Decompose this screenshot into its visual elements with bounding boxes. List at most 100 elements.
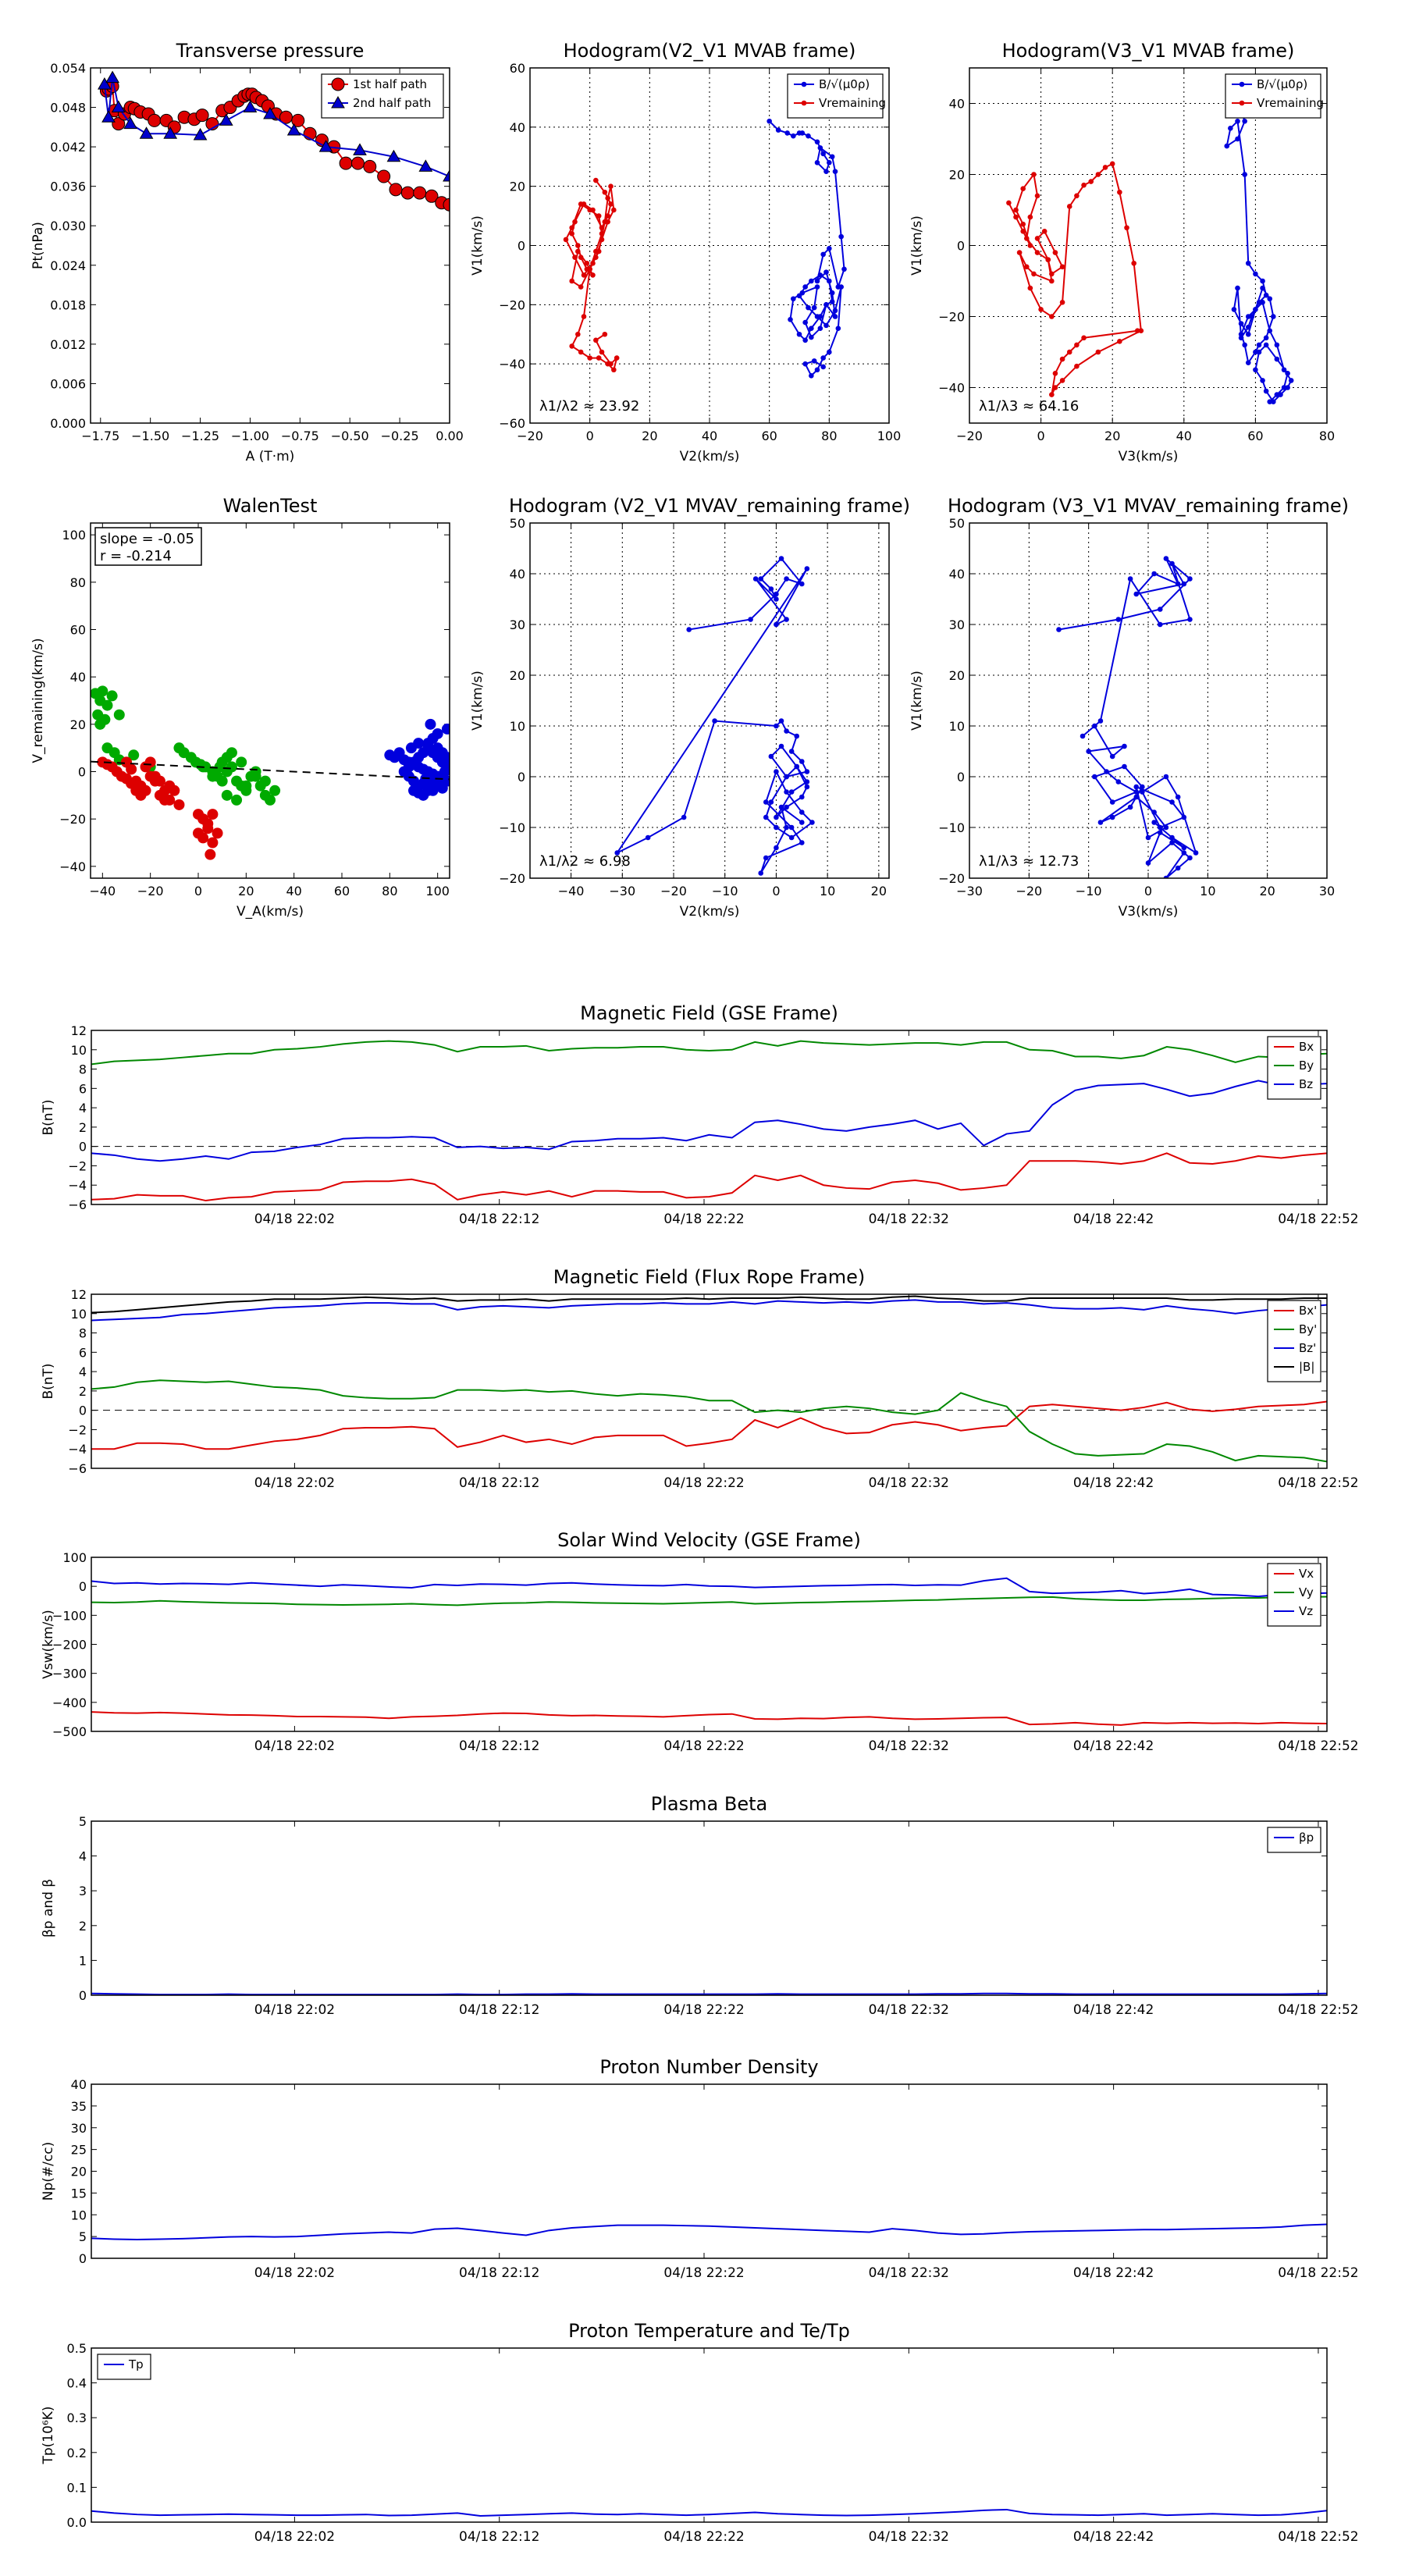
- data-point: [1034, 193, 1040, 199]
- x-tick-label: 0: [1144, 884, 1152, 898]
- data-point: [1260, 300, 1265, 305]
- data-point: [799, 130, 806, 136]
- x-tick-label: 04/18 22:22: [663, 1475, 744, 1491]
- data-point: [1263, 335, 1269, 341]
- data-point: [784, 774, 789, 780]
- data-point: [804, 769, 810, 774]
- data-point: [788, 824, 795, 831]
- data-point: [1027, 214, 1033, 220]
- data-point: [763, 855, 769, 861]
- x-tick-label: 04/18 22:42: [1073, 2529, 1154, 2545]
- data-point: [767, 118, 772, 124]
- data-point: [1157, 830, 1163, 835]
- data-point: [608, 183, 614, 189]
- y-tick-label: 15: [71, 2186, 87, 2201]
- data-point: [758, 870, 764, 876]
- data-point: [823, 169, 829, 175]
- x-tick-label: 04/18 22:22: [663, 2265, 744, 2281]
- data-point: [835, 326, 841, 331]
- legend: Bx By Bz: [1267, 1036, 1321, 1100]
- data-point: [1074, 193, 1080, 199]
- data-point: [796, 331, 802, 337]
- x-tick-label: −30: [609, 884, 635, 898]
- data-point: [608, 201, 614, 207]
- legend-label: B/√(μ0ρ): [819, 77, 870, 91]
- data-point: [432, 728, 443, 739]
- annotation-box: [94, 527, 202, 566]
- data-point: [827, 160, 832, 165]
- data-point: [774, 621, 779, 628]
- data-point: [1253, 349, 1258, 355]
- x-tick-label: 04/18 22:32: [869, 2265, 949, 2281]
- x-tick-label: 10: [1200, 884, 1215, 898]
- x-tick-label: 04/18 22:02: [254, 1738, 335, 1754]
- data-point: [377, 169, 391, 183]
- data-point: [1145, 834, 1151, 841]
- x-tick-label: −40: [558, 884, 585, 898]
- data-point: [809, 334, 814, 340]
- data-point: [1127, 804, 1133, 810]
- y-tick-label: −20: [499, 297, 525, 312]
- chart-title: Hodogram (V2_V1 MVAV_remaining frame): [509, 495, 910, 517]
- data-point: [605, 213, 610, 219]
- data-point: [1263, 292, 1269, 298]
- data-point: [1163, 556, 1169, 561]
- data-point: [599, 231, 605, 237]
- data-point: [575, 243, 581, 248]
- data-point: [1175, 794, 1181, 800]
- data-point: [128, 749, 140, 761]
- data-point: [791, 133, 796, 139]
- x-tick-label: 04/18 22:32: [869, 2529, 949, 2545]
- data-point: [1285, 371, 1290, 376]
- axes-frame: [91, 1820, 1328, 1996]
- y-tick-label: 0.006: [50, 376, 86, 391]
- data-point: [774, 596, 779, 602]
- data-point: [1109, 753, 1115, 760]
- data-point: [1097, 820, 1104, 825]
- data-point: [811, 358, 817, 364]
- y-tick-label: −100: [52, 1608, 87, 1623]
- y-tick-label: 0.024: [50, 258, 86, 273]
- data-point: [774, 591, 779, 597]
- data-point: [763, 799, 769, 805]
- legend-label: Tp: [128, 2357, 144, 2371]
- data-point: [389, 183, 403, 197]
- x-tick-label: 04/18 22:52: [1278, 1212, 1358, 1227]
- plot-area: [91, 685, 450, 860]
- y-tick-label: 20: [510, 668, 525, 683]
- data-point: [1163, 774, 1169, 780]
- data-point: [809, 326, 814, 331]
- x-axis-label: A (T·m): [246, 449, 295, 464]
- x-tick-label: 30: [1319, 884, 1335, 898]
- y-tick-label: 0.030: [50, 219, 86, 233]
- chart-h2: Hodogram(V3_V1 MVAB frame) −40 −20 0 20 40 −20…: [909, 40, 1335, 464]
- chart-vsw: Solar Wind Velocity (GSE Frame) −500 −400 −…: [41, 1529, 1359, 1754]
- data-point: [1052, 250, 1058, 255]
- data-point: [768, 753, 774, 760]
- y-tick-label: −40: [938, 381, 965, 396]
- x-tick-label: −1.50: [131, 429, 169, 443]
- data-point: [207, 770, 219, 782]
- data-point: [1081, 182, 1087, 188]
- y-tick-label: 40: [510, 120, 525, 135]
- data-point: [590, 272, 596, 278]
- y-tick-label: 0.012: [50, 337, 86, 352]
- data-point: [1145, 860, 1151, 866]
- x-tick-label: −20: [517, 429, 543, 443]
- data-point: [1267, 296, 1273, 302]
- data-point: [799, 759, 805, 764]
- x-tick-label: 04/18 22:32: [869, 1212, 949, 1227]
- data-point: [265, 794, 276, 806]
- data-point: [1260, 285, 1265, 291]
- data-point: [1049, 271, 1055, 277]
- data-point: [1228, 126, 1233, 131]
- y-axis-label: B(nT): [41, 1099, 56, 1135]
- data-point: [605, 195, 610, 201]
- data-point: [1041, 229, 1048, 234]
- y-tick-label: 0.036: [50, 180, 86, 194]
- data-point: [286, 123, 301, 136]
- annotation: λ1/λ2 ≈ 23.92: [539, 398, 639, 415]
- data-point: [614, 355, 620, 361]
- x-tick-label: 04/18 22:12: [459, 1212, 539, 1227]
- data-point: [758, 576, 764, 582]
